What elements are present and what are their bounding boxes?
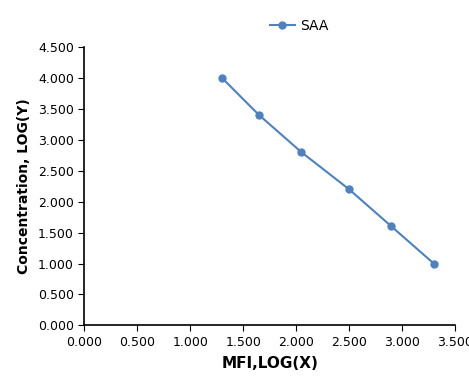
SAA xyxy=(389,224,394,229)
SAA xyxy=(256,113,262,118)
Y-axis label: Concentration, LOG(Y): Concentration, LOG(Y) xyxy=(17,98,31,274)
Line: SAA: SAA xyxy=(219,74,437,267)
SAA xyxy=(431,261,437,266)
SAA xyxy=(299,150,304,154)
Legend: SAA: SAA xyxy=(265,15,333,37)
SAA xyxy=(346,187,352,192)
SAA xyxy=(219,76,225,80)
X-axis label: MFI,LOG(X): MFI,LOG(X) xyxy=(221,356,318,371)
